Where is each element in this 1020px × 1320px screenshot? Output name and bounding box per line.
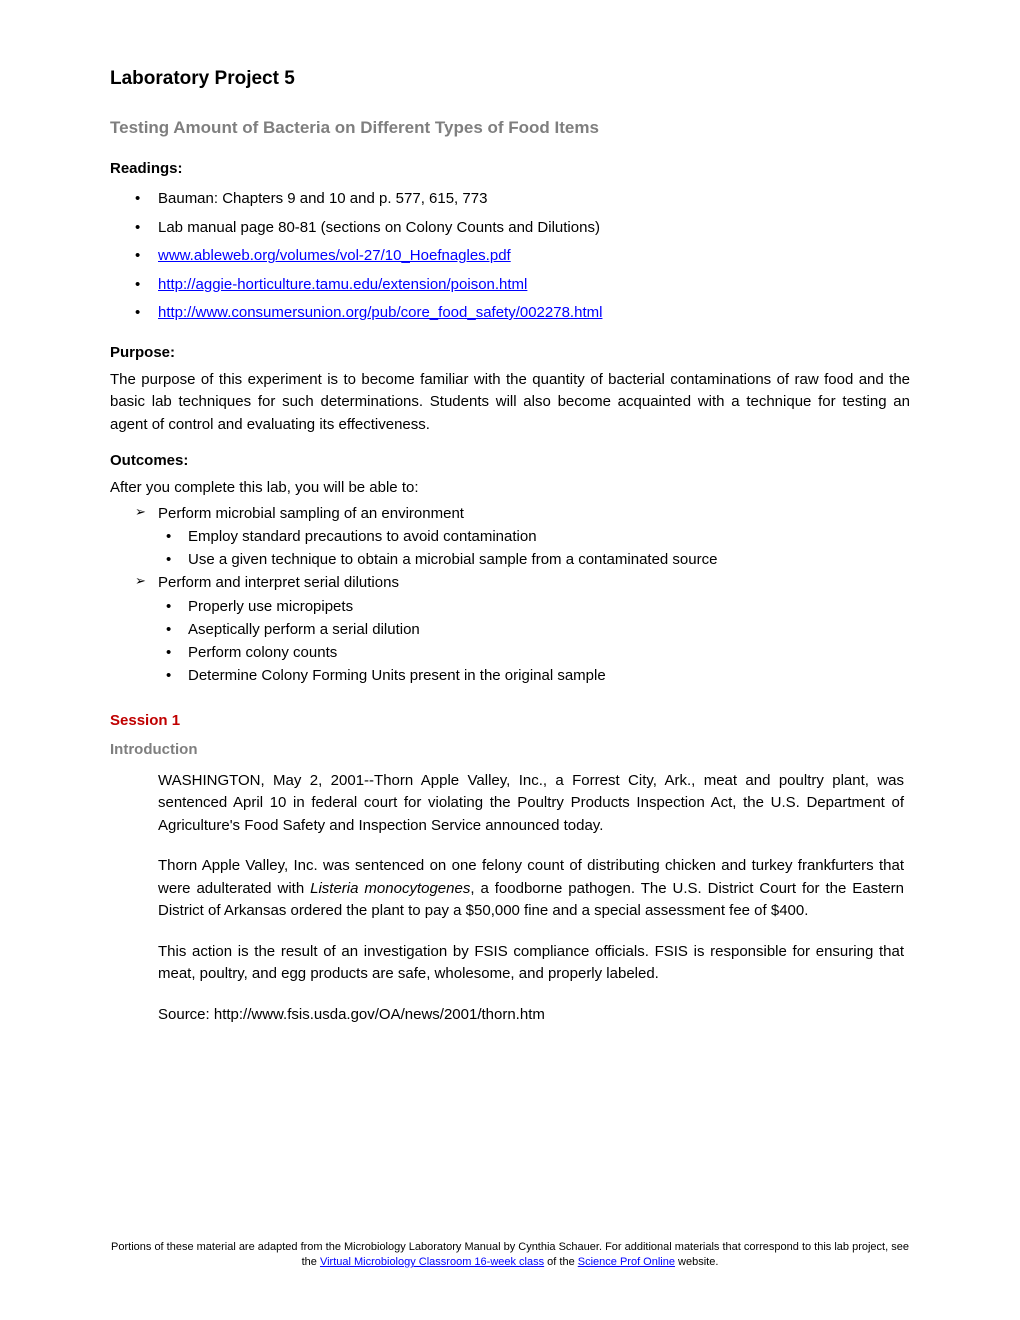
outcome-subitem: Determine Colony Forming Units present i…: [188, 664, 910, 687]
reading-link[interactable]: http://aggie-horticulture.tamu.edu/exten…: [158, 276, 527, 293]
outcome-item: Perform and interpret serial dilutions: [158, 571, 910, 594]
reading-link[interactable]: www.ableweb.org/volumes/vol-27/10_Hoefna…: [158, 247, 511, 264]
purpose-heading: Purpose:: [110, 344, 910, 361]
reading-item: http://aggie-horticulture.tamu.edu/exten…: [158, 271, 910, 300]
footer: Portions of these material are adapted f…: [110, 1240, 910, 1270]
reading-item: Bauman: Chapters 9 and 10 and p. 577, 61…: [158, 185, 910, 214]
intro-source: Source: http://www.fsis.usda.gov/OA/news…: [158, 1004, 904, 1027]
outcome-sublist-wrap: Properly use micropipets Aseptically per…: [158, 595, 910, 688]
page-title: Laboratory Project 5: [110, 68, 910, 90]
outcome-subitem: Aseptically perform a serial dilution: [188, 618, 910, 641]
outcome-sublist-wrap: Employ standard precautions to avoid con…: [158, 525, 910, 572]
outcome-subitem: Perform colony counts: [188, 641, 910, 664]
intro-paragraph: WASHINGTON, May 2, 2001--Thorn Apple Val…: [158, 770, 904, 838]
footer-link[interactable]: Virtual Microbiology Classroom 16-week c…: [320, 1256, 544, 1268]
outcome-subitem: Use a given technique to obtain a microb…: [188, 548, 910, 571]
outcome-subitem: Employ standard precautions to avoid con…: [188, 525, 910, 548]
readings-list: Bauman: Chapters 9 and 10 and p. 577, 61…: [158, 185, 910, 328]
session-heading: Session 1: [110, 712, 910, 729]
introduction-heading: Introduction: [110, 741, 910, 758]
purpose-text: The purpose of this experiment is to bec…: [110, 369, 910, 437]
introduction-block: WASHINGTON, May 2, 2001--Thorn Apple Val…: [158, 770, 904, 1027]
reading-item: http://www.consumersunion.org/pub/core_f…: [158, 299, 910, 328]
subtitle: Testing Amount of Bacteria on Different …: [110, 118, 910, 138]
reading-item: www.ableweb.org/volumes/vol-27/10_Hoefna…: [158, 242, 910, 271]
outcome-item: Perform microbial sampling of an environ…: [158, 502, 910, 525]
outcomes-heading: Outcomes:: [110, 452, 910, 469]
reading-item: Lab manual page 80-81 (sections on Colon…: [158, 214, 910, 243]
intro-paragraph: Thorn Apple Valley, Inc. was sentenced o…: [158, 855, 904, 923]
outcome-subitem: Properly use micropipets: [188, 595, 910, 618]
outcomes-lead: After you complete this lab, you will be…: [110, 477, 910, 500]
reading-link[interactable]: http://www.consumersunion.org/pub/core_f…: [158, 304, 602, 321]
readings-heading: Readings:: [110, 160, 910, 177]
footer-link[interactable]: Science Prof Online: [578, 1256, 675, 1268]
outcomes-list: Perform microbial sampling of an environ…: [158, 502, 910, 688]
intro-paragraph: This action is the result of an investig…: [158, 941, 904, 986]
